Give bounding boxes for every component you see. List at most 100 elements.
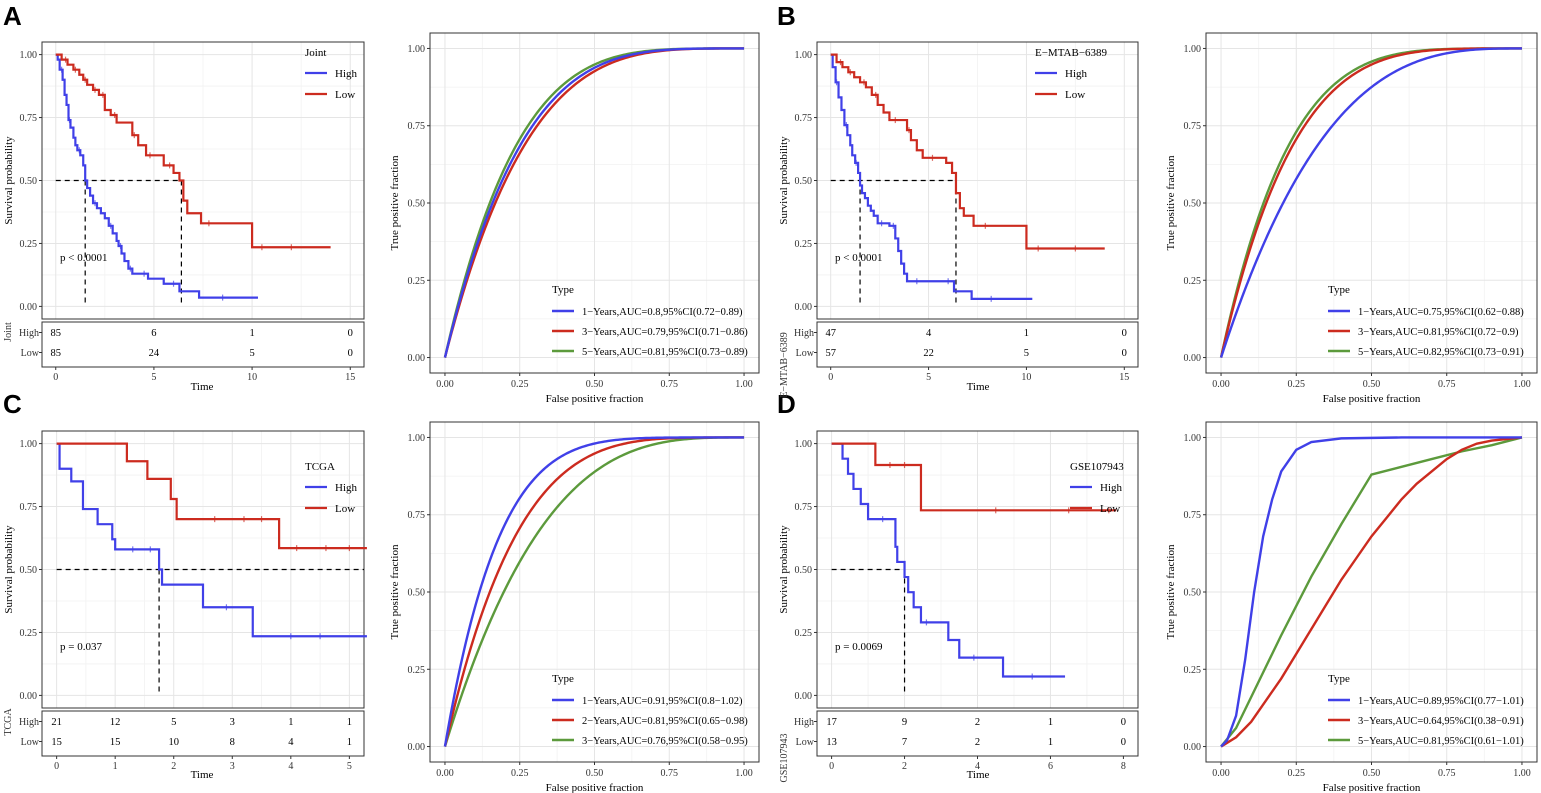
legend-label-high: High [1100,482,1123,494]
legend-label-1: 1−Years,AUC=0.8,95%CI(0.72−0.89) [582,307,743,318]
legend-label-high: High [1065,68,1088,80]
survival-curve-low [56,442,367,550]
roc-curve-1 [443,47,745,358]
legend-label-2: 2−Years,AUC=0.81,95%CI(0.65−0.98) [582,716,748,727]
survival-curve-high [831,442,1066,678]
risk-table-cell: 0 [1121,737,1126,748]
x-tick-label: 1.00 [1513,768,1531,779]
risk-table-cell: 9 [902,717,907,728]
y-tick-label: 0.00 [408,353,426,364]
risk-table-label: Joint [3,322,14,342]
y-tick-label: 0.75 [20,113,38,124]
risk-row-label: Low [21,737,40,748]
risk-row-label: High [794,717,814,728]
risk-table-cell: 0 [348,348,353,359]
x-tick-label: 0.50 [1363,379,1381,390]
roc-chart-C-roc: 0.00 0.25 0.50 0.75 1.00 0.00 0.25 0.50 0.75 1.00… [389,421,760,793]
y-tick-label: 0.50 [20,176,38,187]
risk-table-cell: 12 [110,717,121,728]
roc-curve-2 [1220,436,1523,748]
p-value: p < 0.0001 [60,252,107,264]
y-tick-label: 0.50 [408,199,426,210]
risk-table-cell: 17 [826,717,837,728]
roc-curve-3 [1220,436,1523,748]
legend-label-3: 5−Years,AUC=0.82,95%CI(0.73−0.91) [1358,347,1524,358]
y-axis-title: True positive fraction [1165,155,1177,250]
risk-table-cell: 15 [110,737,121,748]
risk-table-label: TCGA [3,708,14,736]
roc-chart-D-roc: 0.00 0.25 0.50 0.75 1.00 0.00 0.25 0.50 0.75 1.00… [1165,421,1538,793]
roc-curve-2 [1219,47,1522,358]
x-tick-label: 0 [54,761,59,772]
risk-table-cell: 0 [1121,717,1126,728]
risk-table-cell: 2 [975,717,980,728]
y-tick-label: 0.25 [20,628,38,639]
risk-row-label: High [19,717,39,728]
x-tick-label: 15 [1119,372,1129,383]
y-tick-label: 0.25 [1184,665,1202,676]
risk-table-border [816,321,1139,368]
x-axis-title: Time [191,381,214,393]
legend-label-2: 3−Years,AUC=0.81,95%CI(0.72−0.9) [1358,327,1519,338]
y-axis-title: Survival probability [778,525,790,614]
x-tick-label: 0.50 [1363,768,1381,779]
x-tick-label: 1.00 [735,768,753,779]
legend-label-low: Low [335,89,355,101]
risk-table-label: GSE107943 [779,734,790,783]
roc-curve-1 [1220,436,1522,748]
y-tick-label: 0.00 [795,302,813,313]
x-tick-label: 0.00 [436,379,454,390]
y-tick-label: 1.00 [20,439,38,450]
y-tick-label: 0.50 [408,588,426,599]
risk-table-border [41,710,365,757]
legend-label-3: 5−Years,AUC=0.81,95%CI(0.73−0.89) [582,347,748,358]
x-tick-label: 5 [926,372,931,383]
risk-table-cell: 21 [51,717,62,728]
panel-letter-d: D [777,389,796,419]
y-tick-label: 0.75 [408,121,426,132]
legend-title: Type [1328,673,1350,685]
x-tick-label: 1.00 [735,379,753,390]
risk-table-cell: 2 [975,737,980,748]
y-tick-label: 0.25 [795,239,813,250]
risk-table-cell: 24 [149,348,160,359]
x-tick-label: 2 [171,761,176,772]
risk-row-label: Low [796,348,815,359]
risk-table-cell: 13 [826,737,837,748]
risk-table-cell: 4 [926,328,932,339]
y-tick-label: 0.25 [1184,276,1202,287]
x-tick-label: 6 [1048,761,1053,772]
x-tick-label: 0.75 [1438,379,1456,390]
risk-row-label: Low [796,737,815,748]
risk-table-cell: 85 [50,328,61,339]
panel-letter-c: C [3,389,22,419]
x-tick-label: 0.75 [1438,768,1456,779]
x-tick-label: 8 [1121,761,1126,772]
p-value: p = 0.0069 [835,641,883,653]
y-tick-label: 0.25 [20,239,38,250]
legend-title: Type [552,673,574,685]
risk-table-cell: 7 [902,737,907,748]
x-tick-label: 10 [247,372,257,383]
y-tick-label: 1.00 [1184,44,1202,55]
x-tick-label: 0.00 [436,768,454,779]
x-tick-label: 0.75 [661,768,679,779]
legend-label-low: Low [335,503,355,515]
survival-curve-low [55,53,331,249]
risk-row-label: High [19,328,39,339]
x-tick-label: 10 [1021,372,1031,383]
x-tick-label: 0.25 [1288,768,1306,779]
roc-curve-3 [443,436,745,747]
risk-table-cell: 5 [249,348,254,359]
x-tick-label: 15 [345,372,355,383]
panel-letter-b: B [777,1,796,31]
legend-label-high: High [335,482,358,494]
y-tick-label: 0.75 [795,113,813,124]
x-axis-title: False positive fraction [1323,393,1421,405]
y-tick-label: 0.75 [408,510,426,521]
y-tick-label: 1.00 [408,44,426,55]
legend-label-2: 3−Years,AUC=0.64,95%CI(0.38−0.91) [1358,716,1524,727]
roc-chart-B-roc: 0.00 0.25 0.50 0.75 1.00 0.00 0.25 0.50 0.75 1.00… [1165,32,1538,405]
km-chart-C-km: 0.00 0.25 0.50 0.75 1.00 Survival probability… [3,430,367,781]
risk-table-border [816,710,1139,757]
